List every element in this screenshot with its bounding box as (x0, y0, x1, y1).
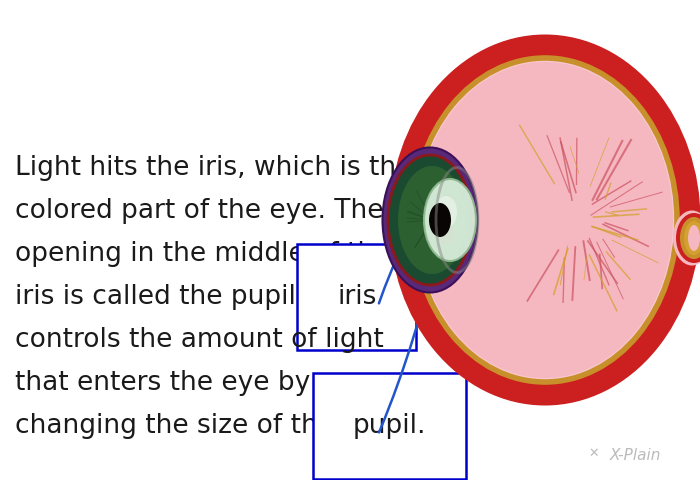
Ellipse shape (397, 42, 693, 398)
Text: changing the size of the: changing the size of the (15, 413, 342, 439)
Ellipse shape (398, 166, 466, 274)
Ellipse shape (435, 196, 457, 228)
Ellipse shape (389, 156, 471, 284)
Text: X-Plain: X-Plain (610, 447, 662, 463)
Ellipse shape (437, 195, 455, 217)
Text: opening in the middle of the: opening in the middle of the (15, 241, 391, 267)
Ellipse shape (688, 225, 700, 251)
Text: iris is called the pupil. The: iris is called the pupil. The (15, 284, 370, 310)
Ellipse shape (382, 147, 477, 292)
Ellipse shape (424, 179, 476, 261)
Ellipse shape (392, 37, 698, 403)
Ellipse shape (676, 213, 700, 263)
Ellipse shape (684, 221, 700, 255)
Ellipse shape (680, 217, 700, 259)
Ellipse shape (673, 211, 700, 265)
Text: colored part of the eye. The: colored part of the eye. The (15, 198, 384, 224)
Text: pupil.: pupil. (353, 413, 426, 439)
Text: controls the amount of light: controls the amount of light (15, 327, 384, 353)
Text: ✕: ✕ (588, 446, 598, 459)
Ellipse shape (429, 203, 451, 237)
Text: that enters the eye by: that enters the eye by (15, 370, 310, 396)
Ellipse shape (402, 47, 688, 393)
Ellipse shape (437, 223, 455, 245)
Text: Light hits the iris, which is the: Light hits the iris, which is the (15, 155, 412, 181)
Ellipse shape (417, 62, 673, 378)
Text: iris: iris (337, 284, 377, 310)
